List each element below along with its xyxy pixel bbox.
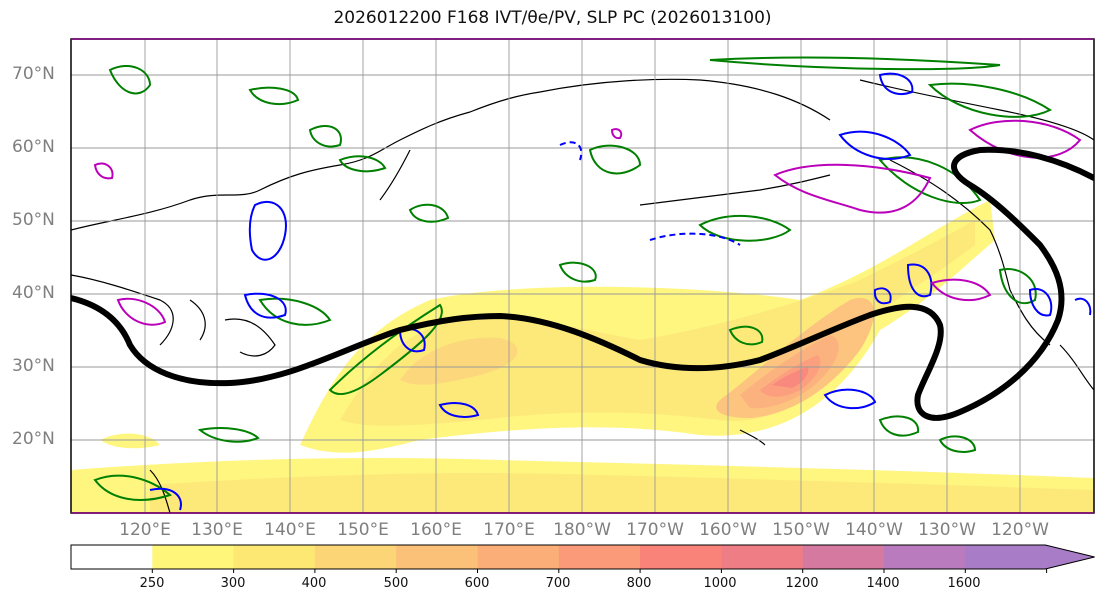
colorbar-segment	[640, 545, 722, 569]
gridlines	[71, 39, 1094, 513]
coastlines	[71, 78, 1094, 513]
ivt-shading	[71, 200, 1094, 513]
colorbar-label: 300	[220, 576, 246, 591]
lon-label-140e: 140°E	[264, 520, 316, 540]
colorbar-outline	[70, 544, 1095, 570]
colorbar-segment	[802, 545, 885, 569]
colorbar-segment	[314, 545, 397, 569]
theta-e-contours	[93, 56, 1052, 501]
colorbar-label: 1200	[785, 576, 819, 591]
lon-label-170e: 170°E	[483, 520, 535, 540]
lat-label-50n: 50°N	[12, 210, 55, 230]
colorbar-segment	[152, 545, 235, 569]
map-title: 2026012200 F168 IVT/θe/PV, SLP PC (20260…	[333, 8, 772, 28]
lon-label-150e: 150°E	[337, 520, 389, 540]
lat-label-60n: 60°N	[12, 137, 55, 157]
colorbar-segment	[558, 545, 641, 569]
colorbar-label: 400	[301, 576, 327, 591]
lon-label-170w: 170°W	[626, 520, 684, 540]
lat-label-30n: 30°N	[12, 356, 55, 376]
lon-label-150w: 150°W	[772, 520, 830, 540]
colorbar-extension	[965, 545, 1095, 569]
colorbar-segment	[233, 545, 316, 569]
colorbar-segment	[884, 545, 966, 569]
slp-pc-contour	[71, 146, 1094, 421]
colorbar-label: 250	[139, 576, 165, 591]
colorbar-segment	[71, 545, 153, 569]
colorbar-label: 700	[545, 576, 571, 591]
lon-label-130e: 130°E	[191, 520, 243, 540]
colorbar-label: 1000	[703, 576, 737, 591]
colorbar-label: 1600	[947, 576, 981, 591]
colorbar-segment	[721, 545, 804, 569]
colorbar-label: 600	[464, 576, 490, 591]
colorbar-label: 800	[626, 576, 652, 591]
lon-label-180w: 180°W	[553, 520, 611, 540]
colorbar-label: 500	[383, 576, 409, 591]
colorbar-segment	[396, 545, 478, 569]
lon-label-130w: 130°W	[918, 520, 976, 540]
lon-label-160w: 160°W	[699, 520, 757, 540]
colorbar	[70, 544, 1095, 573]
lon-label-140w: 140°W	[845, 520, 903, 540]
colorbar-label: 1400	[866, 576, 900, 591]
lat-label-40n: 40°N	[12, 283, 55, 303]
lon-label-120w: 120°W	[991, 520, 1049, 540]
lon-label-120e: 120°E	[119, 520, 171, 540]
lon-label-160e: 160°E	[410, 520, 462, 540]
colorbar-segment	[477, 545, 560, 569]
lat-label-20n: 20°N	[12, 429, 55, 449]
lat-label-70n: 70°N	[12, 64, 55, 84]
